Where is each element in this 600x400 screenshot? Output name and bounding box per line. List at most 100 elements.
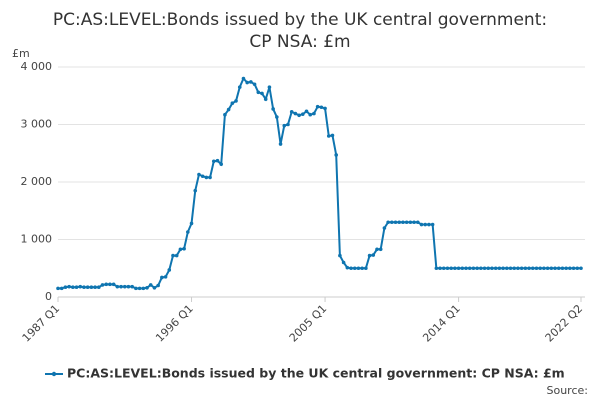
- point: [100, 283, 105, 287]
- point: [148, 283, 153, 287]
- point: [427, 222, 431, 227]
- point: [141, 286, 146, 291]
- point: [204, 175, 209, 180]
- point: [111, 282, 116, 287]
- source: Source:: [547, 384, 589, 397]
- point: [137, 286, 142, 291]
- point: [564, 266, 568, 271]
- point: [226, 107, 231, 112]
- point: [471, 266, 476, 271]
- point: [312, 111, 316, 116]
- point: [152, 286, 157, 290]
- point: [197, 172, 201, 177]
- point: [71, 285, 75, 290]
- point: [93, 285, 97, 290]
- point: [579, 266, 583, 271]
- point: [171, 253, 175, 258]
- point: [412, 220, 416, 225]
- point: [67, 284, 71, 289]
- point: [330, 133, 335, 138]
- point: [252, 82, 257, 87]
- point: [160, 275, 164, 280]
- point: [445, 266, 450, 271]
- point: [512, 266, 517, 271]
- point: [404, 220, 409, 225]
- point: [475, 266, 479, 271]
- point: [482, 266, 487, 271]
- point: [78, 284, 83, 289]
- line: [58, 76, 581, 290]
- legend-label: PC:AS:LEVEL:Bonds issued by the UK centr…: [67, 366, 565, 381]
- point: [219, 162, 224, 166]
- chart-title: PC:AS:LEVEL:Bonds issued by the UK centr…: [53, 10, 547, 30]
- point: [104, 282, 109, 287]
- point: [56, 286, 60, 291]
- point: [122, 284, 127, 289]
- point: [108, 282, 112, 287]
- point: [545, 266, 550, 271]
- point: [542, 266, 546, 271]
- point: [245, 80, 249, 85]
- point: [275, 115, 279, 119]
- point: [556, 266, 561, 271]
- point: [234, 99, 238, 103]
- point: [460, 266, 465, 271]
- point: [523, 266, 528, 271]
- point: [464, 266, 468, 271]
- point: [367, 253, 372, 258]
- point: [97, 285, 101, 290]
- point: [479, 266, 483, 271]
- point: [156, 283, 160, 288]
- point: [282, 123, 287, 128]
- point: [527, 266, 531, 271]
- point: [293, 111, 298, 116]
- point: [126, 284, 131, 289]
- point: [415, 220, 420, 225]
- point: [319, 105, 324, 110]
- point: [386, 220, 390, 225]
- point: [434, 266, 439, 271]
- point: [349, 266, 353, 271]
- point: [360, 266, 364, 271]
- legend-marker: [51, 371, 57, 377]
- point: [453, 266, 457, 271]
- point: [516, 266, 520, 271]
- point: [304, 109, 309, 114]
- point: [575, 266, 580, 271]
- point: [223, 112, 227, 117]
- point: [134, 286, 138, 291]
- point: [382, 226, 387, 230]
- point: [375, 247, 379, 252]
- point: [59, 286, 64, 291]
- point: [356, 266, 361, 271]
- point: [297, 113, 301, 118]
- point: [174, 253, 179, 258]
- point: [241, 76, 246, 81]
- point: [553, 266, 557, 271]
- point: [441, 266, 446, 271]
- point: [390, 220, 394, 225]
- point: [115, 284, 120, 289]
- point: [501, 266, 505, 271]
- point: [486, 266, 491, 271]
- point: [323, 106, 327, 111]
- point: [89, 285, 94, 290]
- point: [178, 247, 183, 252]
- point: [419, 222, 424, 227]
- point: [490, 266, 494, 271]
- point: [119, 284, 123, 289]
- point: [215, 158, 220, 163]
- point: [271, 107, 275, 111]
- point: [571, 266, 576, 271]
- point: [63, 285, 68, 290]
- point: [230, 101, 235, 106]
- point: [549, 266, 554, 271]
- x-tick-label: 1987 Q1: [20, 302, 63, 345]
- point: [130, 284, 134, 289]
- y-tick-label: 2 000: [21, 175, 53, 188]
- point: [163, 275, 168, 279]
- point: [267, 85, 272, 89]
- y-tick-label: 1 000: [21, 233, 53, 246]
- point: [371, 253, 376, 257]
